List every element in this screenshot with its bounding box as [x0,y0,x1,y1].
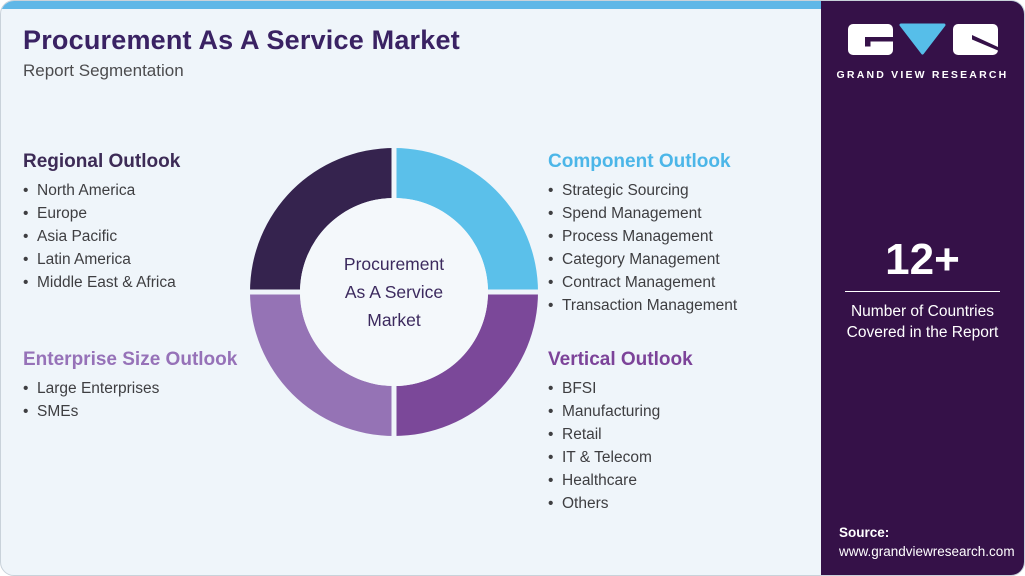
top-accent-stripe [1,1,1024,9]
donut-chart: Procurement As A Service Market [244,142,544,442]
gvr-logo-icon [847,23,998,55]
section-title-enterprise-size: Enterprise Size Outlook [23,349,238,370]
list-item: Manufacturing [548,400,693,423]
list-item: Middle East & Africa [23,271,180,294]
section-enterprise-size-outlook: Enterprise Size Outlook Large Enterprise… [23,349,237,423]
list-item: Strategic Sourcing [548,179,737,202]
list-item: Contract Management [548,271,737,294]
sidebar: GRAND VIEW RESEARCH 12+ Number of Countr… [821,1,1024,575]
countries-stat: 12+ Number of Countries Covered in the R… [821,238,1024,343]
list-item: Process Management [548,225,737,248]
header: Procurement As A Service Market Report S… [23,25,460,81]
section-title-component: Component Outlook [548,151,731,172]
list-item: North America [23,179,180,202]
stat-value: 12+ [885,235,960,284]
section-vertical-outlook: Vertical Outlook BFSIManufacturingRetail… [548,349,693,515]
stat-divider [845,291,1000,292]
list-item: Asia Pacific [23,225,180,248]
section-list-component: Strategic SourcingSpend ManagementProces… [548,179,737,317]
page-title: Procurement As A Service Market [23,25,460,55]
section-list-enterprise-size: Large EnterprisesSMEs [23,377,237,423]
section-list-vertical: BFSIManufacturingRetailIT & TelecomHealt… [548,377,693,515]
donut-slice-component [394,148,538,292]
list-item: Retail [548,423,693,446]
page-subtitle: Report Segmentation [23,61,184,80]
list-item: SMEs [23,400,237,423]
source-block: Source: www.grandviewresearch.com [839,525,1015,559]
list-item: Others [548,492,693,515]
donut-inner-circle [300,198,488,386]
list-item: Healthcare [548,469,693,492]
donut-slice-regional [250,148,394,292]
source-url: www.grandviewresearch.com [839,544,1015,559]
list-item: BFSI [548,377,693,400]
donut-center-label-line: As A Service [344,282,444,302]
stat-label: Number of Countries Covered in the Repor… [846,303,999,341]
section-title-regional: Regional Outlook [23,151,181,172]
list-item: Europe [23,202,180,225]
list-item: IT & Telecom [548,446,693,469]
brand-logo: GRAND VIEW RESEARCH [821,23,1024,81]
source-label: Source: [839,525,890,540]
list-item: Spend Management [548,202,737,225]
list-item: Transaction Management [548,294,737,317]
list-item: Latin America [23,248,180,271]
donut-chart-svg [244,142,544,442]
donut-slice-vertical [394,292,538,436]
section-title-vertical: Vertical Outlook [548,349,693,370]
brand-name: GRAND VIEW RESEARCH [836,69,1009,81]
list-item: Large Enterprises [23,377,237,400]
donut-center-label-line: Market [367,310,421,330]
donut-center-label-line: Procurement [343,254,445,274]
donut-center-label: Procurement As A Service Market [244,142,544,442]
section-list-regional: North AmericaEuropeAsia PacificLatin Ame… [23,179,180,294]
section-component-outlook: Component Outlook Strategic SourcingSpen… [548,151,737,317]
donut-slice-enterprise-size [250,292,394,436]
list-item: Category Management [548,248,737,271]
section-regional-outlook: Regional Outlook North AmericaEuropeAsia… [23,151,180,294]
